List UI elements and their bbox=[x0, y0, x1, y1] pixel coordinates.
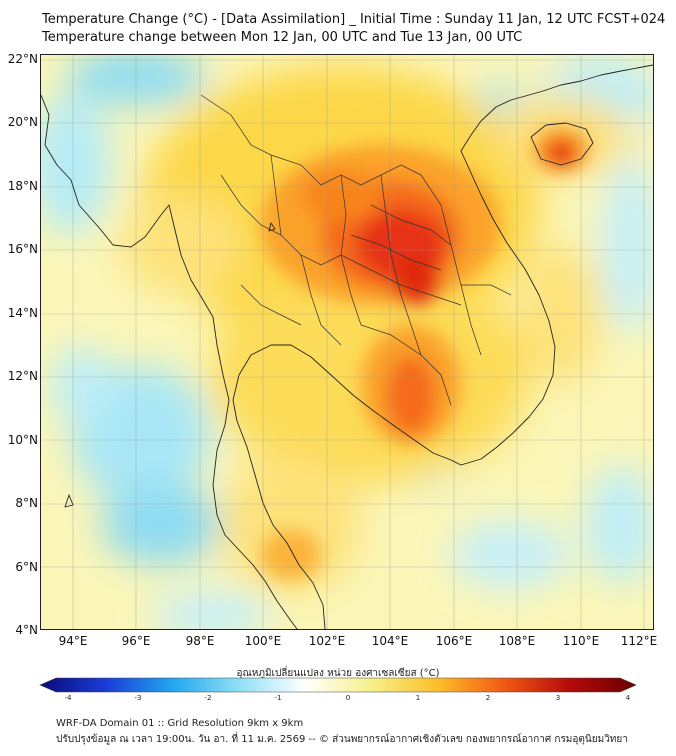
lon-label: 100°E bbox=[244, 634, 282, 648]
colorbar-tick: 4 bbox=[625, 694, 631, 702]
colorbar-tick: 0 bbox=[345, 694, 351, 702]
lat-label: 16°N bbox=[7, 242, 38, 256]
lat-label: 4°N bbox=[15, 623, 38, 637]
lat-label: 12°N bbox=[7, 369, 38, 383]
lat-label: 8°N bbox=[15, 496, 38, 510]
temperature-change-map bbox=[40, 54, 654, 630]
colorbar-gradient bbox=[39, 677, 637, 693]
lon-label: 104°E bbox=[371, 634, 409, 648]
lat-label: 14°N bbox=[7, 306, 38, 320]
map-canvas bbox=[41, 55, 653, 629]
colorbar-title: อุณหภูมิเปลี่ยนแปลง หน่วย องศาเซลเซียส (… bbox=[236, 668, 440, 679]
lon-label: 94°E bbox=[58, 634, 88, 648]
footer-credit: ปรับปรุงข้อมูล ณ เวลา 19:00น. วัน อา. ที… bbox=[56, 734, 628, 745]
lat-label: 20°N bbox=[7, 115, 38, 129]
lon-label: 106°E bbox=[435, 634, 473, 648]
lon-label: 102°E bbox=[308, 634, 346, 648]
colorbar bbox=[39, 677, 637, 693]
map-subtitle: Temperature change between Mon 12 Jan, 0… bbox=[42, 30, 523, 45]
colorbar-tick: 1 bbox=[415, 694, 421, 702]
map-title: Temperature Change (°C) - [Data Assimila… bbox=[42, 12, 666, 27]
lat-label: 18°N bbox=[7, 179, 38, 193]
colorbar-tick: -3 bbox=[134, 694, 142, 702]
lon-label: 112°E bbox=[620, 634, 658, 648]
colorbar-tick: 2 bbox=[485, 694, 491, 702]
lat-lon-grid bbox=[41, 55, 653, 629]
country-borders bbox=[200, 94, 512, 406]
lat-label: 10°N bbox=[7, 433, 38, 447]
lon-label: 98°E bbox=[185, 634, 215, 648]
colorbar-tick: 3 bbox=[555, 694, 561, 702]
lat-label: 6°N bbox=[15, 560, 38, 574]
colorbar-tick: -2 bbox=[204, 694, 212, 702]
lon-label: 108°E bbox=[498, 634, 536, 648]
lon-label: 96°E bbox=[121, 634, 151, 648]
footer-model-info: WRF-DA Domain 01 :: Grid Resolution 9km … bbox=[56, 718, 304, 729]
colorbar-tick: -4 bbox=[64, 694, 72, 702]
lat-label: 22°N bbox=[7, 52, 38, 66]
colorbar-tick: -1 bbox=[274, 694, 282, 702]
lon-label: 110°E bbox=[562, 634, 600, 648]
coastlines bbox=[41, 64, 653, 629]
